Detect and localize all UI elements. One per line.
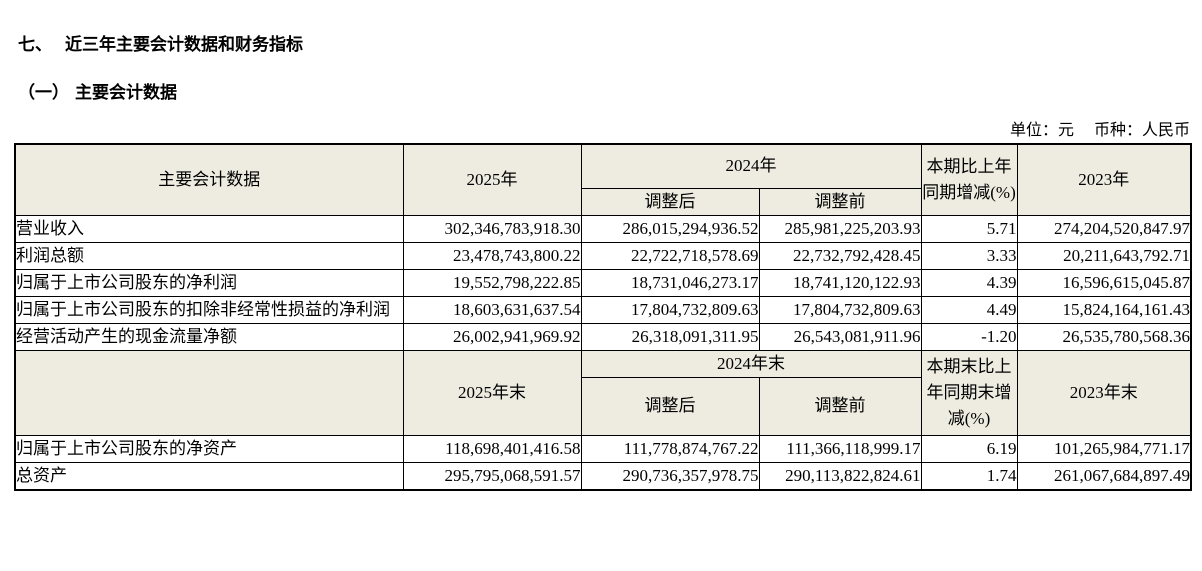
cell-2024-pre-adjust: 22,732,792,428.45: [758, 241, 922, 270]
cell-2024-adjusted: 22,722,718,578.69: [580, 241, 760, 270]
cell-2023: 16,596,615,045.87: [1016, 268, 1192, 297]
cell-change-pct: -1.20: [920, 322, 1018, 351]
cell-2025: 18,603,631,637.54: [402, 295, 582, 324]
eop-2024-header: 2024年末: [580, 349, 922, 378]
table-row: 总资产 295,795,068,591.57 290,736,357,978.7…: [14, 461, 1192, 490]
table-row: 营业收入 302,346,783,918.30 286,015,294,936.…: [14, 214, 1192, 243]
cell-2025: 118,698,401,416.58: [402, 434, 582, 463]
cell-2024-adjusted: 286,015,294,936.52: [580, 214, 760, 243]
row-label: 经营活动产生的现金流量净额: [14, 322, 404, 351]
row-label: 利润总额: [14, 241, 404, 270]
eop-2023-header: 2023年末: [1016, 349, 1192, 436]
cell-2025: 295,795,068,591.57: [402, 461, 582, 490]
cell-2024-adjusted: 26,318,091,311.95: [580, 322, 760, 351]
eop-subheader-row: 调整后 调整前: [15, 376, 1191, 436]
currency-label: 币种：人民币: [1093, 122, 1190, 139]
section-number: 七、: [18, 35, 52, 54]
subsection-heading: （一） 主要会计数据: [18, 78, 1202, 103]
unit-label: 单位：元: [1009, 122, 1074, 139]
row-label: 营业收入: [14, 214, 404, 243]
cell-2024-adjusted: 17,804,732,809.63: [580, 295, 760, 324]
table-row: 归属于上市公司股东的净资产 118,698,401,416.58 111,778…: [14, 434, 1192, 463]
cell-2024-adjusted: 290,736,357,978.75: [580, 461, 760, 490]
table-row: 经营活动产生的现金流量净额 26,002,941,969.92 26,318,0…: [14, 322, 1192, 351]
row-label: 归属于上市公司股东的净利润: [14, 268, 404, 297]
cell-2024-pre-adjust: 18,741,120,122.93: [758, 268, 922, 297]
metric-column-header-empty: [14, 349, 404, 436]
adjusted-before-header: 调整前: [758, 187, 922, 216]
section-title: 近三年主要会计数据和财务指标: [65, 35, 303, 54]
cell-2024-pre-adjust: 290,113,822,824.61: [758, 461, 922, 490]
metric-column-header: 主要会计数据: [14, 143, 404, 216]
cell-2025: 23,478,743,800.22: [402, 241, 582, 270]
cell-2023: 274,204,520,847.97: [1016, 214, 1192, 243]
cell-change-pct: 4.49: [920, 295, 1018, 324]
period-header-row: 主要会计数据 2025年 2024年 本期比上年同期增减(%) 2023年: [14, 143, 1192, 216]
cell-2024-pre-adjust: 26,543,081,911.96: [758, 322, 922, 351]
year-2024-header: 2024年: [580, 143, 922, 189]
cell-2024-pre-adjust: 111,366,118,999.17: [758, 434, 922, 463]
adjusted-after-header: 调整后: [580, 376, 760, 436]
cell-2024-pre-adjust: 285,981,225,203.93: [758, 214, 922, 243]
cell-2025: 302,346,783,918.30: [402, 214, 582, 243]
cell-change-pct: 1.74: [920, 461, 1018, 490]
eop-header-row: 2025年末 2024年末 本期末比上年同期末增减(%) 2023年末: [14, 349, 1192, 436]
section-heading: 七、 近三年主要会计数据和财务指标: [18, 30, 1202, 55]
row-label: 总资产: [14, 461, 404, 490]
cell-2025: 19,552,798,222.85: [402, 268, 582, 297]
adjusted-after-header: 调整后: [580, 187, 760, 216]
period-subheader-row: 调整后 调整前: [15, 187, 1191, 216]
cell-2023: 101,265,984,771.17: [1016, 434, 1192, 463]
cell-2023: 261,067,684,897.49: [1016, 461, 1192, 490]
cell-change-pct: 4.39: [920, 268, 1018, 297]
eop-2025-header: 2025年末: [402, 349, 582, 436]
eop-change-header: 本期末比上年同期末增减(%): [920, 349, 1018, 436]
cell-change-pct: 5.71: [920, 214, 1018, 243]
accounting-data-table: 主要会计数据 2025年 2024年 本期比上年同期增减(%) 2023年 调整…: [14, 143, 1192, 491]
table-row: 归属于上市公司股东的净利润 19,552,798,222.85 18,731,0…: [14, 268, 1192, 297]
year-2023-header: 2023年: [1016, 143, 1192, 216]
cell-2025: 26,002,941,969.92: [402, 322, 582, 351]
cell-2023: 26,535,780,568.36: [1016, 322, 1192, 351]
row-label: 归属于上市公司股东的净资产: [14, 434, 404, 463]
cell-2024-adjusted: 111,778,874,767.22: [580, 434, 760, 463]
table-row: 归属于上市公司股东的扣除非经常性损益的净利润 18,603,631,637.54…: [14, 295, 1192, 324]
table-row: 利润总额 23,478,743,800.22 22,722,718,578.69…: [14, 241, 1192, 270]
year-2025-header: 2025年: [402, 143, 582, 216]
subsection-number: （一）: [18, 83, 69, 102]
cell-change-pct: 3.33: [920, 241, 1018, 270]
cell-2023: 15,824,164,161.43: [1016, 295, 1192, 324]
adjusted-before-header: 调整前: [758, 376, 922, 436]
row-label: 归属于上市公司股东的扣除非经常性损益的净利润: [14, 295, 404, 324]
cell-2024-pre-adjust: 17,804,732,809.63: [758, 295, 922, 324]
cell-change-pct: 6.19: [920, 434, 1018, 463]
yoy-change-header: 本期比上年同期增减(%): [920, 143, 1018, 216]
unit-note: 单位：元 币种：人民币: [14, 116, 1190, 140]
cell-2024-adjusted: 18,731,046,273.17: [580, 268, 760, 297]
cell-2023: 20,211,643,792.71: [1016, 241, 1192, 270]
subsection-title: 主要会计数据: [75, 83, 177, 102]
